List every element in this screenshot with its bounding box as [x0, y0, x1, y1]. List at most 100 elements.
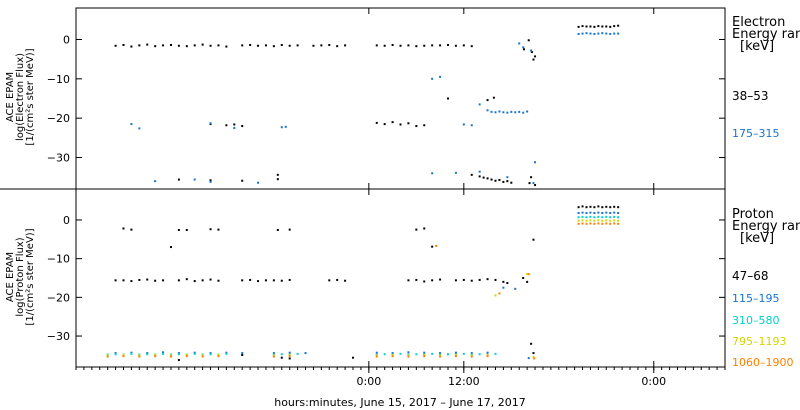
proton-legend-entry-4: 795–1193	[732, 335, 787, 348]
data-point	[423, 124, 426, 127]
data-point	[407, 44, 410, 47]
data-point	[138, 44, 141, 47]
data-point	[478, 353, 481, 356]
data-point	[601, 222, 604, 225]
data-point	[407, 279, 410, 282]
data-point	[462, 44, 465, 47]
data-point	[601, 211, 604, 214]
data-point	[233, 127, 236, 130]
data-point	[288, 351, 291, 354]
data-point	[296, 352, 299, 355]
data-point	[585, 25, 588, 28]
data-point	[494, 179, 497, 182]
data-point	[527, 273, 530, 276]
data-point	[486, 177, 489, 180]
data-point	[609, 206, 612, 209]
data-point	[601, 25, 604, 28]
data-point	[122, 43, 125, 46]
y-tick-label: −20	[47, 291, 70, 304]
data-point	[577, 25, 580, 28]
data-point	[154, 354, 157, 357]
data-point	[593, 32, 596, 35]
data-point	[593, 222, 596, 225]
data-point	[454, 355, 457, 358]
data-point	[518, 42, 521, 45]
data-point	[593, 206, 596, 209]
data-point	[130, 280, 133, 283]
data-point	[177, 229, 180, 232]
data-point	[233, 123, 236, 126]
data-point	[415, 125, 418, 128]
data-point	[431, 245, 434, 248]
data-point	[494, 278, 497, 281]
data-point	[241, 179, 244, 182]
data-point	[589, 211, 592, 214]
data-point	[585, 222, 588, 225]
data-point	[209, 228, 212, 231]
data-point	[532, 352, 535, 355]
data-point	[146, 352, 149, 355]
data-point	[609, 211, 612, 214]
data-point	[502, 286, 505, 289]
data-point	[431, 279, 434, 282]
data-point	[154, 180, 157, 183]
electron-legend-units: [keV]	[740, 39, 774, 54]
data-point	[597, 222, 600, 225]
data-point	[177, 178, 180, 181]
x-axis-label: hours:minutes, June 15, 2017 – June 17, …	[274, 396, 526, 409]
data-point	[209, 122, 212, 125]
data-point	[177, 352, 180, 355]
data-point	[514, 111, 517, 114]
data-point	[470, 352, 473, 355]
data-point	[470, 355, 473, 358]
data-point	[462, 123, 465, 126]
data-point	[201, 354, 204, 357]
proton-y-label-line2: log(Proton Flux)	[15, 237, 26, 316]
data-point	[478, 170, 481, 173]
data-point	[375, 351, 378, 354]
data-point	[613, 211, 616, 214]
data-point	[534, 161, 537, 164]
data-point	[257, 44, 260, 47]
data-point	[225, 351, 228, 354]
data-point	[336, 278, 339, 281]
data-point	[391, 354, 394, 357]
data-point	[415, 228, 418, 231]
data-point	[534, 184, 537, 187]
proton-y-label: ACE EPAM log(Proton Flux) [1/(cm²s ster …	[5, 228, 36, 325]
data-point	[391, 352, 394, 355]
data-point	[415, 353, 418, 356]
data-point	[478, 175, 481, 178]
data-point	[241, 352, 244, 355]
data-point	[375, 354, 378, 357]
data-point	[581, 211, 584, 214]
electron-y-axis: 0 −10 −20 −30	[47, 8, 725, 189]
data-point	[605, 32, 608, 35]
data-point	[162, 44, 165, 47]
y-tick-label: −30	[47, 152, 70, 165]
data-point	[169, 354, 172, 357]
data-point	[328, 279, 331, 282]
data-point	[185, 229, 188, 232]
data-point	[209, 179, 212, 182]
data-point	[193, 351, 196, 354]
data-point	[264, 279, 267, 282]
data-point	[527, 39, 530, 42]
data-point	[249, 43, 252, 46]
data-point	[589, 205, 592, 208]
data-point	[581, 219, 584, 222]
data-point	[454, 351, 457, 354]
data-point	[114, 279, 117, 282]
data-point	[613, 219, 616, 222]
data-point	[494, 352, 497, 355]
data-point	[415, 45, 418, 48]
data-point	[609, 222, 612, 225]
data-point	[415, 278, 418, 281]
data-point	[209, 180, 212, 183]
data-point	[407, 355, 410, 358]
proton-y-label-line1: ACE EPAM	[5, 252, 16, 302]
data-point	[201, 279, 204, 282]
electron-points	[114, 24, 620, 187]
data-point	[304, 352, 307, 355]
data-point	[514, 287, 517, 290]
